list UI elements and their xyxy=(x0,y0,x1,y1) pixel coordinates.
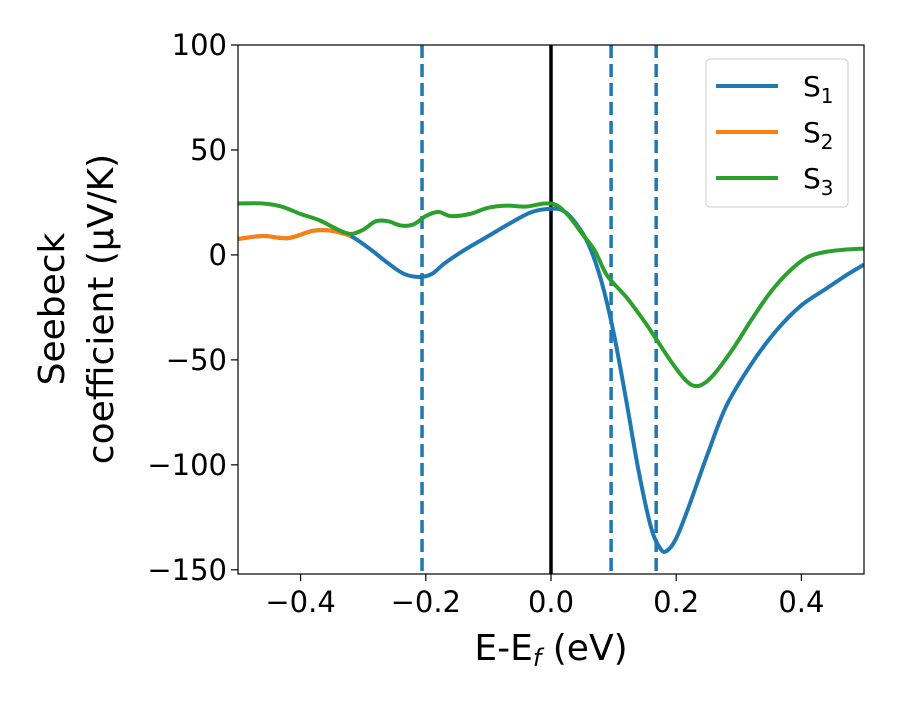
reference-lines xyxy=(420,45,658,574)
x-tick-label: 0.2 xyxy=(653,585,699,619)
y-tick-label: −50 xyxy=(166,343,227,377)
y-tick-label: −150 xyxy=(147,553,227,587)
legend-label-s3: S3 xyxy=(803,162,834,200)
legend-label-s1: S1 xyxy=(803,70,834,108)
legend-label-s2: S2 xyxy=(803,116,834,154)
x-axis-ticks: −0.4 −0.2 0.0 0.2 0.4 xyxy=(265,574,824,619)
x-tick-label: 0.0 xyxy=(528,585,574,619)
y-tick-label: 0 xyxy=(209,238,227,272)
y-tick-label: 50 xyxy=(190,133,227,167)
series-line-s2 xyxy=(238,227,352,241)
series-line-s3 xyxy=(238,201,864,389)
series-lines xyxy=(238,201,864,555)
y-axis-label-line1: Seebeck xyxy=(32,232,73,385)
x-tick-label: −0.4 xyxy=(265,585,335,619)
legend: S1 S2 S3 xyxy=(705,58,849,208)
y-tick-label: −100 xyxy=(147,448,227,482)
x-tick-label: −0.2 xyxy=(391,585,461,619)
x-axis-label: E-Ef (eV) xyxy=(474,628,627,672)
x-tick-label: 0.4 xyxy=(778,585,824,619)
y-axis-label-line2: coefficient (μV/K) xyxy=(81,154,122,464)
y-axis-ticks: 100 50 0 −50 −100 −150 xyxy=(147,28,238,587)
y-tick-label: 100 xyxy=(172,28,227,62)
